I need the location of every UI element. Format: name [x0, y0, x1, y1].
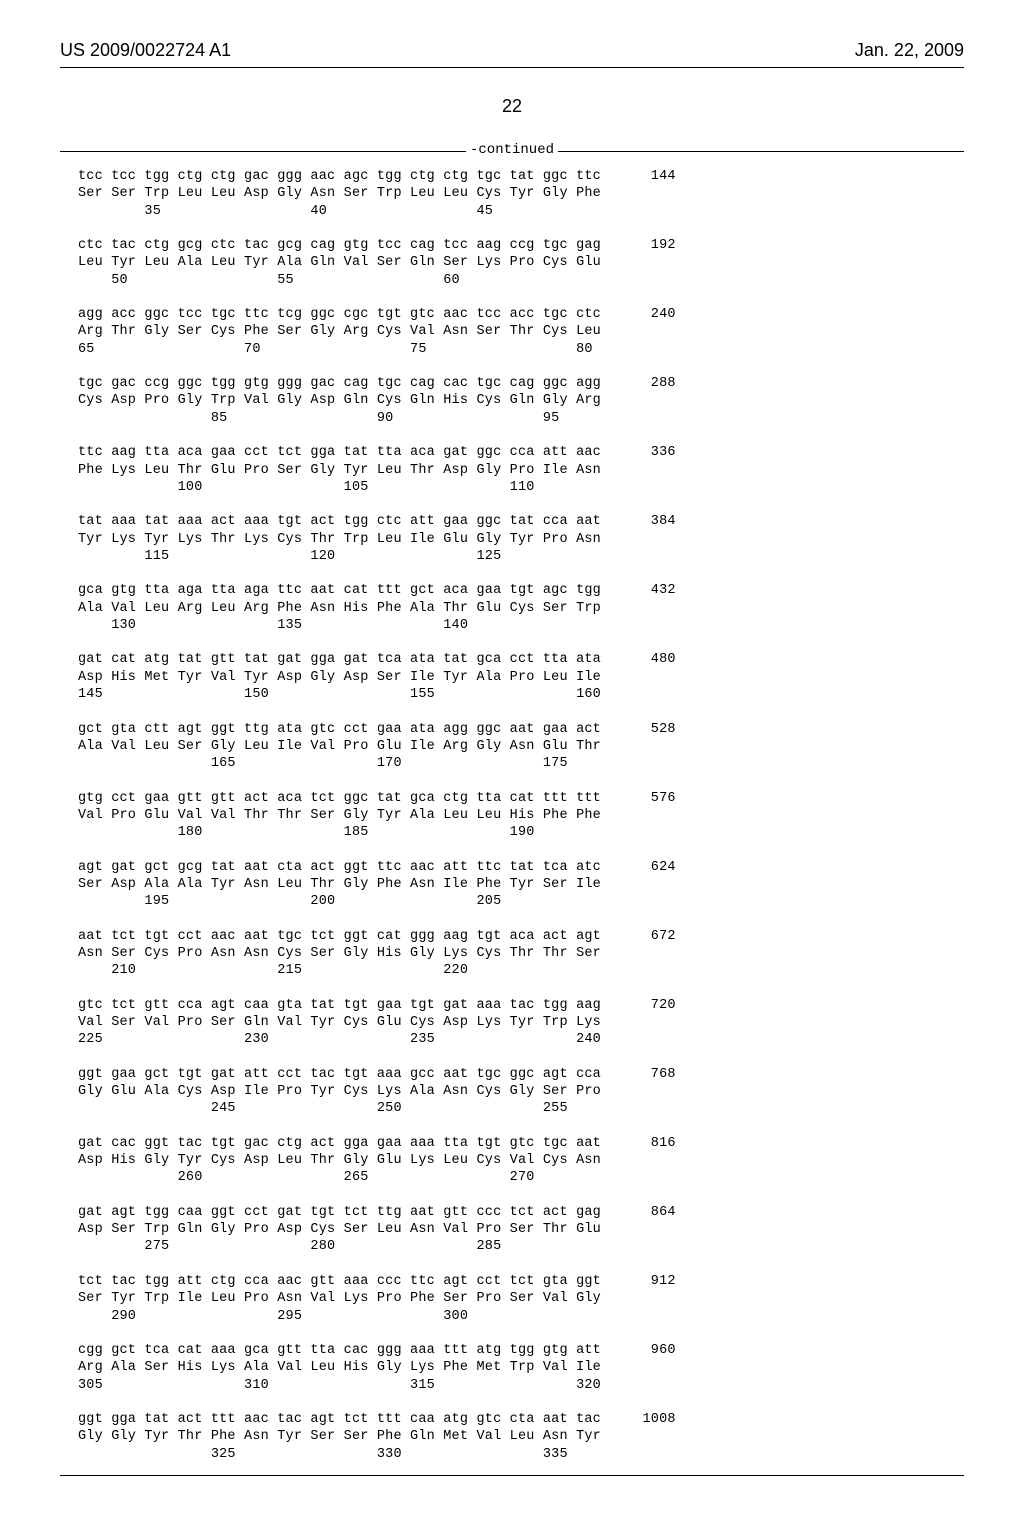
page-header: US 2009/0022724 A1 Jan. 22, 2009: [60, 40, 964, 68]
sequence-listing: tcc tcc tgg ctg ctg gac ggg aac agc tgg …: [78, 168, 964, 1463]
page-container: US 2009/0022724 A1 Jan. 22, 2009 22 -con…: [0, 0, 1024, 1536]
continued-bottom-rule: [60, 1475, 964, 1476]
header-left: US 2009/0022724 A1: [60, 40, 231, 61]
continued-block: -continued: [60, 151, 964, 158]
header-right: Jan. 22, 2009: [855, 40, 964, 61]
page-number: 22: [60, 96, 964, 117]
continued-label: -continued: [60, 142, 964, 158]
